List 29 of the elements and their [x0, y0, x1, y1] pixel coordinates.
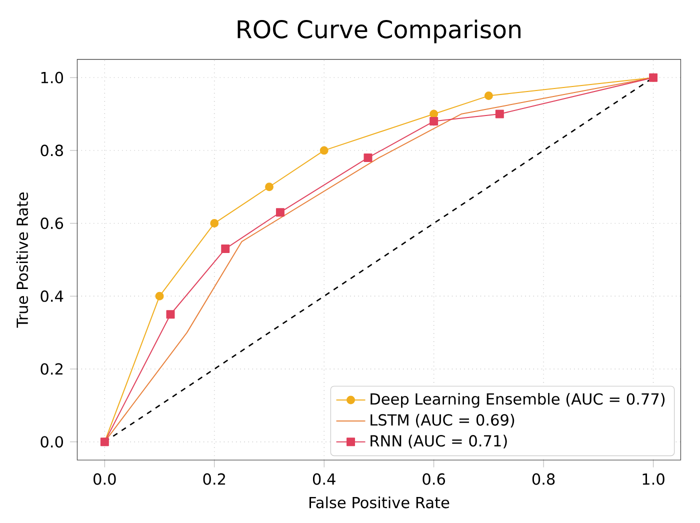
- y-tick-label: 0.2: [40, 363, 62, 375]
- point: [276, 208, 284, 217]
- point: [210, 219, 219, 228]
- point: [495, 110, 504, 118]
- x-tick-label: 0.8: [532, 473, 555, 485]
- point: [166, 310, 175, 319]
- legend-label: Deep Learning Ensemble (AUC = 0.77): [370, 393, 665, 408]
- x-tick-label: 0.4: [312, 473, 336, 485]
- point: [221, 244, 230, 254]
- x-tick-label: 0.6: [422, 473, 446, 485]
- legend-label: RNN (AUC = 0.71): [370, 434, 507, 448]
- y-axis-title: True Positive Rate: [16, 192, 28, 328]
- chart-title: ROC Curve Comparison: [238, 20, 520, 44]
- y-tick-label: 0.8: [40, 144, 63, 156]
- point: [364, 154, 372, 162]
- y-tick-label: 0.0: [40, 436, 63, 448]
- y-tick-label: 0.6: [40, 218, 64, 230]
- point: [484, 92, 493, 100]
- legend-label: LSTM (AUC = 0.69): [370, 414, 514, 428]
- point: [430, 117, 438, 126]
- y-tick-label: 1.0: [41, 72, 63, 84]
- x-axis-title: False Positive Rate: [310, 496, 450, 508]
- x-tick-label: 1.0: [642, 473, 664, 485]
- x-tick-label: 0.2: [203, 473, 226, 485]
- point: [265, 182, 274, 192]
- point: [155, 292, 164, 300]
- x-tick-label: 0.0: [94, 473, 116, 485]
- y-tick-label: 0.4: [40, 290, 64, 302]
- point: [320, 146, 328, 155]
